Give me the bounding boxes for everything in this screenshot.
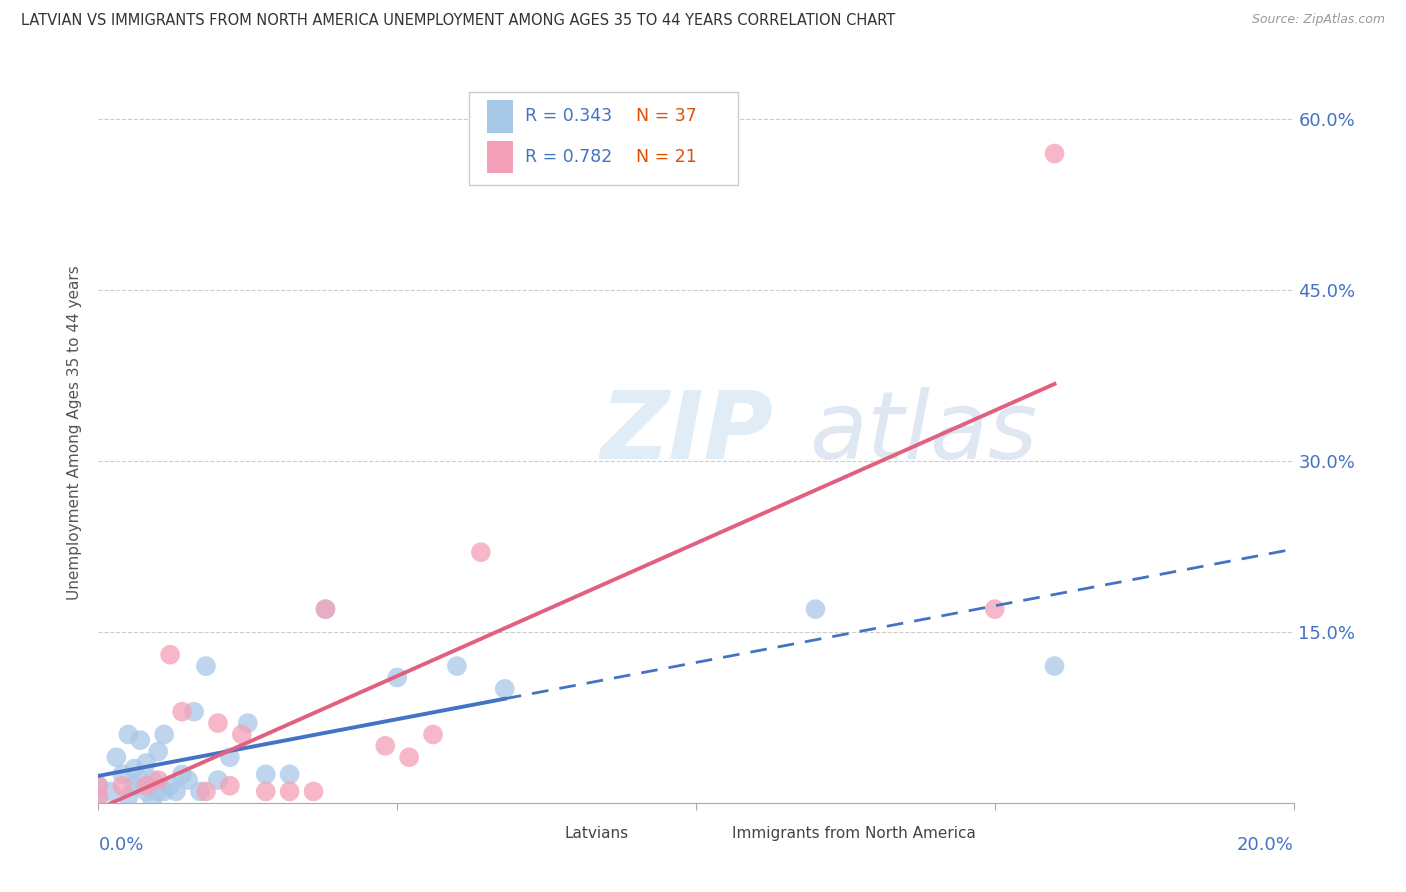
Point [148,772,170,787]
Point [278,784,301,798]
Point [494,681,516,696]
Point [148,745,170,759]
Point [172,767,194,781]
Text: ZIP: ZIP [600,386,773,479]
Point [135,756,157,770]
Point [172,705,194,719]
Text: R = 0.343: R = 0.343 [524,108,612,126]
Bar [523,830,553,846]
Text: 20.0%: 20.0% [1237,836,1294,855]
Text: N = 37: N = 37 [637,108,697,126]
Text: N = 21: N = 21 [637,148,697,166]
Point [129,772,152,787]
Point [1043,659,1066,673]
Point [315,602,337,616]
Point [124,779,146,793]
Point [207,772,229,787]
Point [98,784,122,798]
Point [87,790,110,805]
Point [129,733,152,747]
Point [219,779,242,793]
Point [470,545,492,559]
Text: LATVIAN VS IMMIGRANTS FROM NORTH AMERICA UNEMPLOYMENT AMONG AGES 35 TO 44 YEARS : LATVIAN VS IMMIGRANTS FROM NORTH AMERICA… [21,13,896,29]
Point [446,659,468,673]
Point [87,779,110,793]
Point [195,784,218,798]
Point [219,750,242,764]
Bar [486,100,513,133]
Point [422,727,444,741]
Point [315,602,337,616]
Point [385,671,409,685]
Point [105,750,128,764]
Point [804,602,827,616]
Point [984,602,1007,616]
Point [165,784,187,798]
Point [135,784,157,798]
Point [177,772,200,787]
Point [398,750,420,764]
Point [231,727,253,741]
Point [87,779,110,793]
Point [1043,146,1066,161]
Point [153,784,176,798]
Point [141,796,163,810]
Point [148,784,170,798]
Point [207,716,229,731]
FancyBboxPatch shape [470,92,738,185]
Text: Immigrants from North America: Immigrants from North America [733,826,976,841]
Text: atlas: atlas [810,387,1038,478]
Point [141,772,163,787]
Point [124,762,146,776]
Point [117,790,139,805]
Point [135,779,157,793]
Point [302,784,325,798]
Point [111,779,134,793]
Text: R = 0.782: R = 0.782 [524,148,613,166]
Point [117,727,139,741]
Point [278,767,301,781]
Point [236,716,259,731]
Text: 0.0%: 0.0% [98,836,143,855]
Y-axis label: Unemployment Among Ages 35 to 44 years: Unemployment Among Ages 35 to 44 years [66,265,82,600]
Point [159,779,181,793]
Point [195,659,218,673]
Bar [690,830,720,846]
Point [374,739,396,753]
Bar [486,141,513,173]
Point [183,705,205,719]
Point [254,784,277,798]
Text: Source: ZipAtlas.com: Source: ZipAtlas.com [1251,13,1385,27]
Point [87,790,110,805]
Point [188,784,211,798]
Point [254,767,277,781]
Text: Latvians: Latvians [565,826,628,841]
Point [111,767,134,781]
Point [153,727,176,741]
Point [159,648,181,662]
